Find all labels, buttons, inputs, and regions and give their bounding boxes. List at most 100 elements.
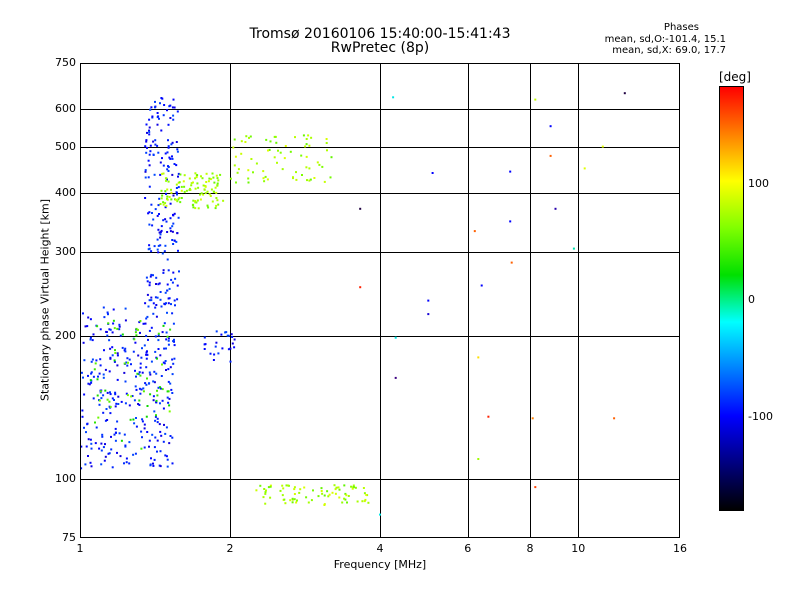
data-point: [154, 436, 157, 439]
data-point: [196, 174, 199, 177]
data-point: [301, 174, 303, 176]
data-point: [169, 157, 172, 160]
data-point: [159, 203, 162, 205]
data-point: [128, 441, 131, 444]
chart-title: Tromsø 20160106 15:40:00-15:41:43: [249, 26, 511, 42]
data-point: [276, 161, 278, 164]
data-point: [295, 171, 297, 174]
data-point: [147, 338, 149, 341]
data-point: [293, 488, 296, 491]
data-point: [312, 489, 314, 492]
data-point: [87, 316, 90, 319]
data-point: [90, 372, 93, 375]
x-tick-label: 2: [226, 542, 234, 555]
data-point: [171, 106, 174, 109]
data-point: [165, 192, 167, 195]
data-point: [148, 284, 151, 287]
data-point: [167, 146, 170, 149]
x-tick-label: 6: [464, 542, 472, 555]
data-point: [157, 348, 160, 350]
data-point: [134, 452, 137, 455]
data-point: [172, 118, 175, 121]
data-point: [152, 380, 155, 383]
data-point: [337, 486, 340, 489]
data-point: [173, 299, 176, 302]
data-point: [613, 417, 616, 420]
data-point: [199, 198, 202, 201]
data-point: [159, 298, 162, 301]
data-point: [310, 499, 313, 502]
data-point: [148, 133, 151, 136]
data-point: [341, 501, 344, 504]
colorbar-tick-0: 0: [748, 293, 755, 306]
data-point: [102, 373, 105, 376]
data-point: [176, 193, 178, 196]
data-point: [140, 430, 143, 433]
data-point: [162, 164, 165, 167]
data-point: [283, 498, 286, 501]
data-point: [89, 338, 92, 341]
data-point: [305, 143, 308, 146]
data-point: [194, 201, 197, 204]
data-point: [124, 347, 127, 350]
data-point: [168, 404, 171, 407]
data-point: [477, 458, 480, 460]
data-point: [154, 139, 157, 142]
x-tick-label: 8: [526, 542, 534, 555]
data-point: [250, 158, 253, 160]
data-point: [145, 353, 148, 356]
data-point: [173, 239, 176, 242]
data-point: [213, 181, 216, 184]
data-point: [162, 407, 165, 410]
data-point: [173, 212, 176, 215]
data-point: [480, 284, 483, 287]
data-point: [361, 500, 364, 503]
data-point: [146, 431, 149, 433]
data-point: [240, 140, 243, 143]
data-point: [234, 155, 237, 158]
data-point: [196, 199, 199, 202]
data-point: [100, 442, 103, 445]
data-point: [106, 334, 109, 337]
phase-info-x-mode: mean, sd,X: 69.0, 17.7: [612, 45, 726, 56]
data-point: [245, 135, 248, 138]
data-point: [214, 207, 217, 210]
data-point: [183, 185, 186, 188]
data-point: [152, 274, 154, 277]
data-point: [82, 376, 84, 379]
data-point: [233, 138, 236, 141]
y-tick-label: 500: [55, 139, 76, 153]
data-point: [167, 380, 170, 383]
data-point: [177, 216, 180, 219]
data-point: [154, 100, 156, 103]
data-point: [106, 398, 109, 401]
data-point: [151, 433, 154, 436]
data-point: [161, 388, 164, 391]
data-point: [172, 213, 174, 216]
data-point: [226, 334, 229, 337]
data-point: [119, 334, 122, 337]
data-point: [155, 372, 158, 375]
data-point: [160, 225, 163, 228]
data-point: [172, 114, 175, 117]
data-point: [84, 463, 87, 466]
data-point: [509, 170, 512, 173]
data-point: [325, 142, 328, 144]
data-point: [236, 171, 239, 174]
data-point: [215, 330, 218, 333]
data-point: [121, 333, 124, 336]
data-point: [160, 229, 163, 232]
data-point: [173, 338, 175, 341]
data-point: [215, 191, 218, 194]
data-point: [144, 169, 147, 172]
data-point: [155, 315, 158, 318]
data-point: [207, 180, 210, 183]
data-point: [203, 336, 206, 339]
data-point: [235, 181, 237, 184]
data-point: [281, 168, 284, 171]
data-point: [289, 499, 292, 502]
data-point: [265, 138, 268, 141]
data-point: [115, 402, 118, 405]
data-point: [150, 299, 153, 302]
data-point: [295, 178, 298, 181]
